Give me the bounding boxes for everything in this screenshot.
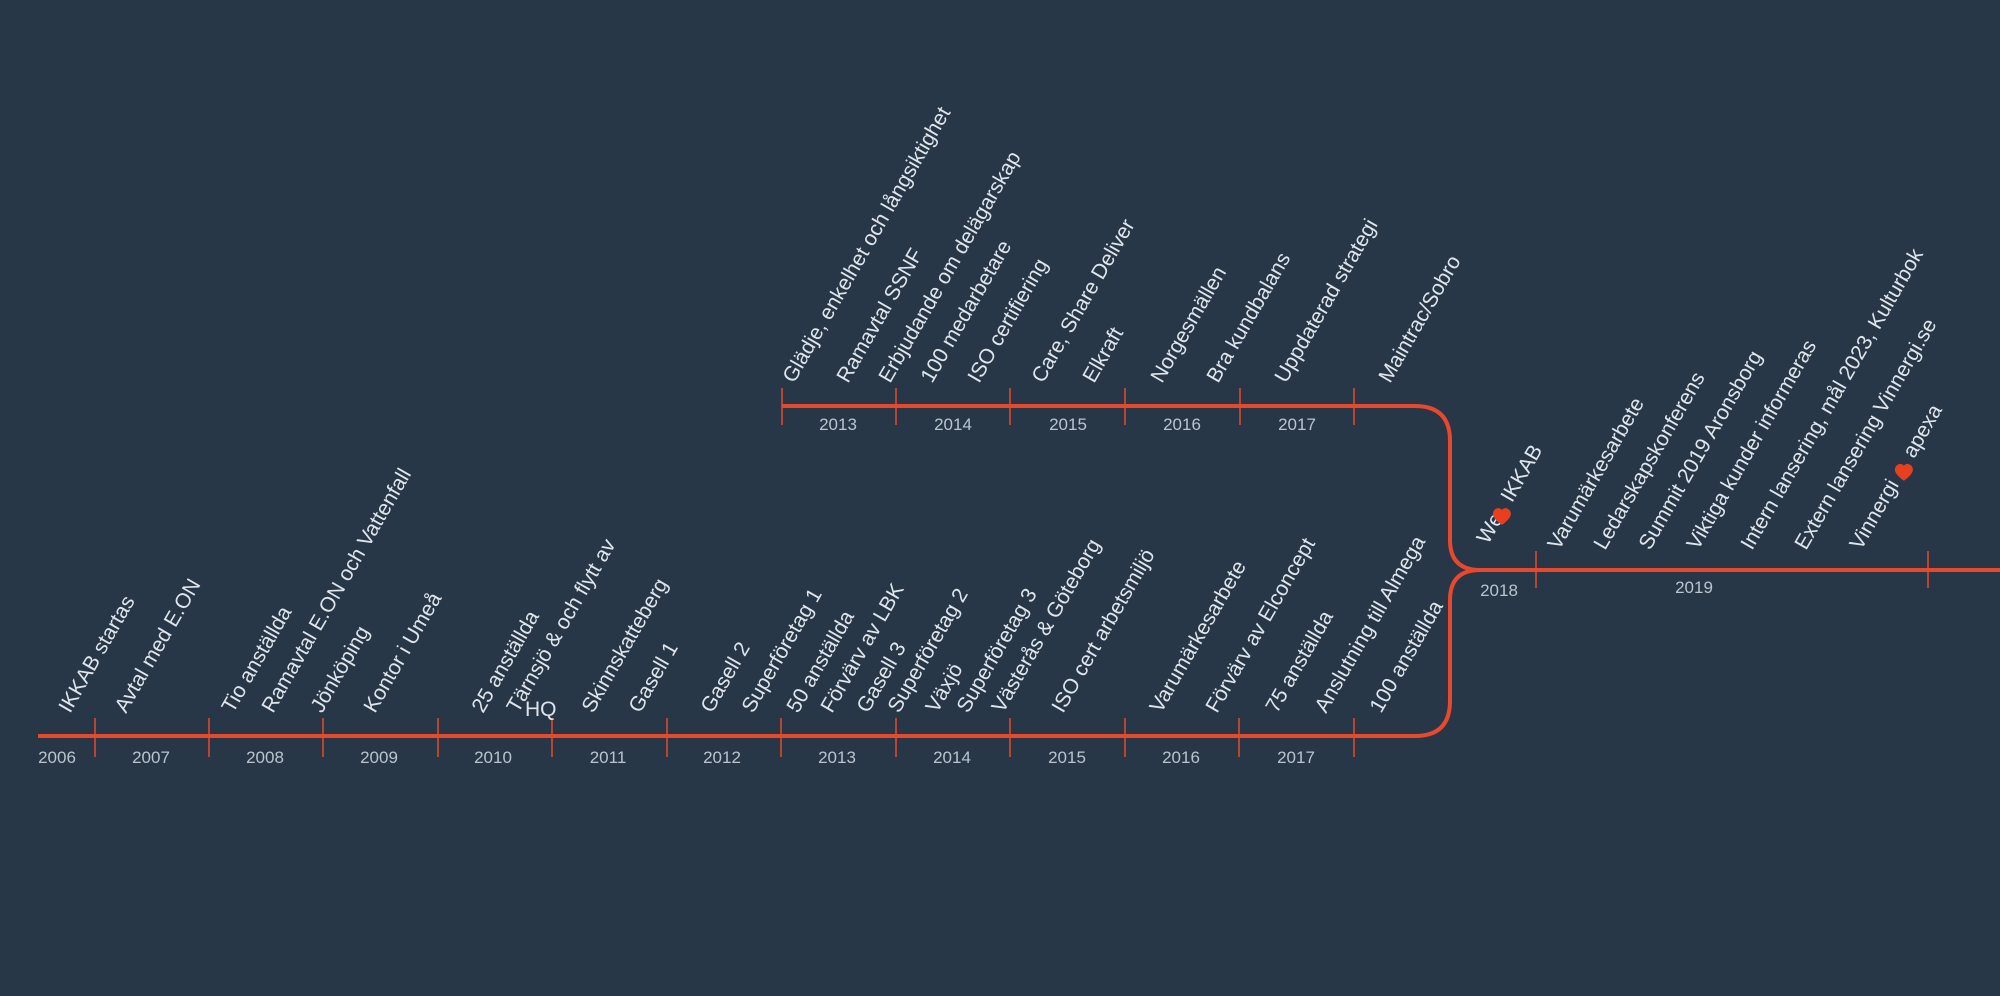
vinnergi-suffix: apexa xyxy=(1898,400,1947,461)
lower-ticks xyxy=(94,718,1355,757)
year-label: 2019 xyxy=(1675,578,1713,597)
event-label: Uppdaterad strategi xyxy=(1270,215,1382,386)
upper-event-labels: Glädje, enkelhet och långsiktighet Ramav… xyxy=(778,103,1465,387)
event-label: HQ xyxy=(525,698,557,721)
right-year-labels: 2018 2019 xyxy=(1480,578,1713,600)
we-love-ikkab-label: We IKKAB xyxy=(1472,441,1547,548)
lower-event-labels: IKKAB startas Avtal med E.ON Tio anställ… xyxy=(54,465,1448,721)
right-event-labels: We IKKAB Varumärkesarbete Ledarskapskonf… xyxy=(1472,244,1947,554)
upper-ticks xyxy=(781,388,1355,425)
year-label: 2015 xyxy=(1049,415,1087,434)
year-label: 2014 xyxy=(934,415,972,434)
year-label: 2007 xyxy=(132,748,170,767)
upper-timeline-line xyxy=(782,404,1481,572)
heart-icon xyxy=(1894,463,1913,481)
lower-year-labels: 2006 2007 2008 2009 2010 2011 2012 2013 … xyxy=(38,748,1315,767)
upper-year-labels: 2013 2014 2015 2016 2017 xyxy=(819,415,1316,434)
we-love-ikkab-suffix: IKKAB xyxy=(1496,441,1547,506)
year-label: 2015 xyxy=(1048,748,1086,767)
year-label: 2016 xyxy=(1162,748,1200,767)
heart-icon xyxy=(1492,508,1511,525)
year-label: 2006 xyxy=(38,748,76,767)
year-label: 2018 xyxy=(1480,581,1518,600)
year-label: 2017 xyxy=(1277,748,1315,767)
year-label: 2011 xyxy=(590,748,627,767)
year-label: 2016 xyxy=(1163,415,1201,434)
year-label: 2009 xyxy=(360,748,398,767)
lower-timeline-line xyxy=(38,568,1481,738)
year-label: 2014 xyxy=(933,748,971,767)
year-label: 2013 xyxy=(819,415,857,434)
year-label: 2017 xyxy=(1278,415,1316,434)
year-label: 2010 xyxy=(474,748,512,767)
event-label: Elkraft xyxy=(1078,323,1128,386)
event-label: Maintrac/Sobro xyxy=(1374,252,1465,387)
right-ticks xyxy=(1535,551,1929,588)
year-label: 2013 xyxy=(818,748,856,767)
year-label: 2012 xyxy=(703,748,741,767)
year-label: 2008 xyxy=(246,748,284,767)
vinnergi-prefix: Vinnergi xyxy=(1845,476,1903,554)
event-label: Kontor i Umeå xyxy=(359,588,446,716)
event-label: Care, Share Deliver xyxy=(1027,215,1139,386)
event-label: Förvärv av Elconcept xyxy=(1201,534,1320,716)
